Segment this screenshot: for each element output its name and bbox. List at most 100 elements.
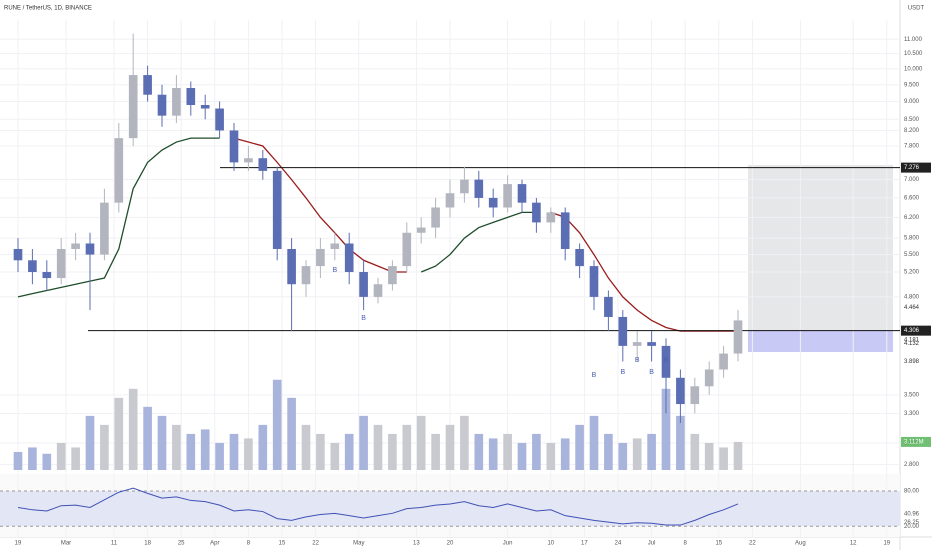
x-tick-label: 18 [144,541,151,547]
volume-bar [330,442,340,470]
candle-body [719,353,728,370]
candle-body [431,207,440,228]
volume-bar [661,388,671,470]
signal-label: B [361,315,366,322]
volume-bar [690,433,700,470]
candle-body [546,212,556,223]
x-tick-label: 25 [178,541,185,547]
candle-body [402,232,412,267]
volume-bar [244,438,253,470]
candle-body [258,158,268,171]
candle-body [416,227,426,233]
volume-bar [114,397,124,470]
candle-body [474,179,484,198]
candle-body [215,108,224,131]
candle-body [301,266,311,285]
candle-body [388,266,397,285]
volume-bar [560,438,570,470]
y-tick-label: 10.500 [904,51,923,57]
volume-bar [316,433,325,470]
price-label: 3.898 [904,359,920,365]
x-tick-label: 12 [850,541,857,547]
y-tick-label: 9.500 [904,82,920,88]
volume-bar [431,433,440,470]
volume-bar [402,424,412,470]
candle-body [460,179,469,194]
y-tick-label: 8.500 [904,117,920,123]
rsi-band [0,491,900,527]
x-tick-label: 17 [581,541,588,547]
candle-body [503,184,512,208]
level-label-bg [901,325,931,336]
volume-bar [128,388,138,470]
x-tick-label: Mar [61,541,71,547]
candle-body [316,248,325,267]
candle-body [229,130,239,163]
price-label: 4.132 [904,341,920,347]
volume-bar [445,424,455,470]
volume-bar [42,453,52,470]
x-tick-label: 20 [447,541,454,547]
x-tick-label: 19 [15,541,22,547]
volume-bar [575,424,584,470]
volume-bar [85,415,95,470]
signal-label: B [332,267,337,274]
volume-bar [71,447,80,470]
y-tick-label: 10.000 [904,66,923,72]
y-tick-label: 3.300 [904,411,920,417]
candle-body [661,345,671,378]
candle-body [618,316,628,346]
candle-body [200,105,210,109]
candle-body [690,386,700,405]
volume-bar [28,447,37,470]
volume-bar [287,397,296,470]
volume-bar [272,379,282,470]
signal-label: B [592,372,597,379]
x-tick-label: Apr [210,541,219,547]
signal-label: B [649,369,654,376]
x-tick-label: 22 [749,541,756,547]
y-tick-label: 4.800 [904,294,920,300]
volume-bar [546,442,556,470]
volume-bar [359,415,368,470]
signal-label: B [635,357,640,364]
volume-bar [258,424,268,470]
volume-bar [172,424,181,470]
candle-body [733,320,743,354]
y-tick-label: 9.000 [904,99,920,105]
stop-box [748,330,893,352]
volume-bar [517,442,527,470]
trail-line [17,137,537,298]
volume-bar [647,433,656,470]
candle-body [85,243,95,255]
x-tick-label: 15 [279,541,286,547]
rsi-tick-label: 80.00 [904,489,920,495]
candle-body [13,248,23,261]
candle-body [143,75,152,95]
candle-body [647,342,656,346]
y-tick-label: 11.000 [904,37,923,43]
candle-body [157,94,167,116]
candle-body [287,248,296,285]
x-tick-label: 15 [715,541,722,547]
candle-body [517,184,527,203]
volume-bar [460,415,469,470]
candle-body [128,75,138,139]
y-tick-label: 7.000 [904,177,920,183]
volume-bar [301,424,311,470]
volume-bar [589,415,599,470]
currency: USDT [908,6,925,12]
x-tick-label: 24 [615,541,622,547]
volume-bar [143,406,152,470]
y-tick-label: 5.800 [904,236,920,242]
candle-body [186,88,196,106]
candle-body [330,243,340,249]
candle-body [445,193,455,208]
y-tick-label: 5.200 [904,270,920,276]
volume-bar [733,441,743,470]
volume-bar [100,424,109,470]
candle-body [704,369,714,387]
candle-body [604,296,613,317]
x-tick-label: 8 [684,541,688,547]
